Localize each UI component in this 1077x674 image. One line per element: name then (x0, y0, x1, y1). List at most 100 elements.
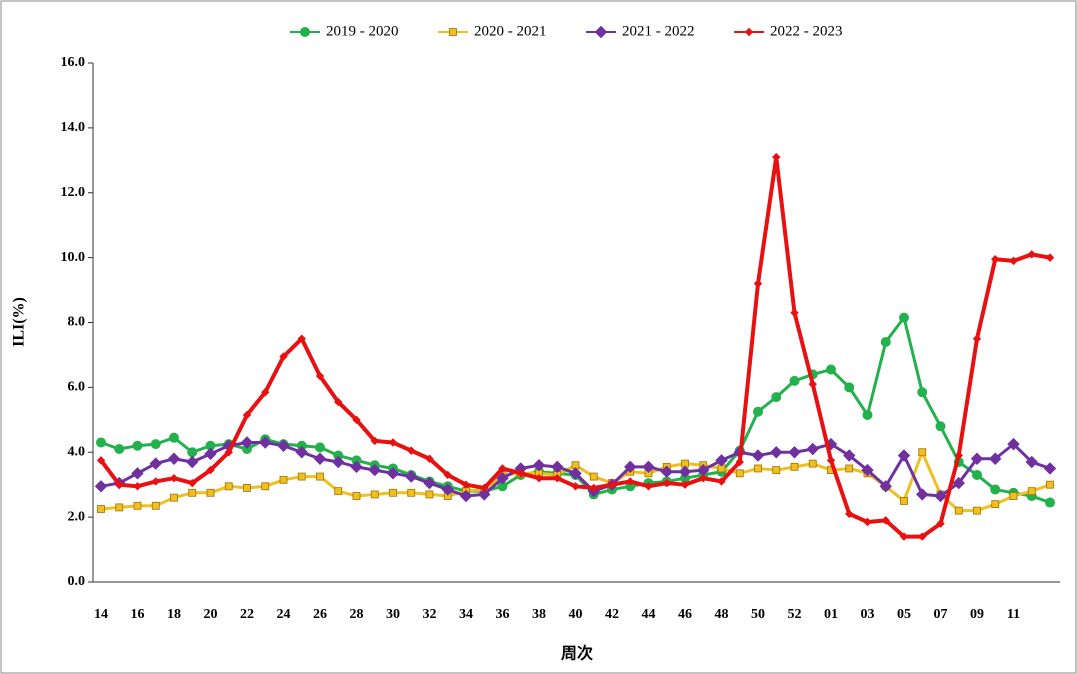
data-point (334, 397, 343, 407)
y-tick-label: 12.0 (61, 185, 86, 200)
data-point (770, 446, 783, 459)
data-point (1046, 480, 1054, 489)
data-point (880, 336, 891, 347)
x-tick-label: 01 (824, 607, 838, 622)
data-point (644, 482, 653, 491)
data-point (277, 439, 290, 452)
data-point (115, 503, 124, 512)
data-point (242, 410, 252, 420)
data-point (899, 312, 909, 323)
data-point (954, 506, 963, 515)
data-point (496, 471, 509, 485)
data-point (187, 447, 198, 458)
data-point (918, 532, 927, 541)
x-tick-label: 28 (350, 607, 364, 622)
data-point (553, 473, 562, 483)
data-point (1045, 253, 1055, 262)
data-point (423, 476, 436, 490)
y-tick-label: 14.0 (61, 120, 86, 135)
x-tick-label: 44 (642, 607, 656, 622)
data-point (735, 469, 744, 478)
x-tick-label: 05 (897, 607, 911, 622)
x-tick-label: 20 (204, 607, 218, 622)
data-point (350, 460, 363, 474)
data-point (1027, 250, 1036, 259)
data-point (407, 446, 416, 455)
x-tick-label: 52 (788, 607, 802, 622)
data-point (261, 482, 270, 491)
data-point (680, 480, 690, 489)
data-point (169, 473, 179, 483)
data-point (224, 482, 233, 491)
data-point (954, 451, 963, 460)
data-point (642, 460, 655, 474)
data-point (206, 488, 215, 497)
data-point (461, 480, 471, 489)
data-point (370, 490, 379, 499)
data-point (1027, 487, 1036, 496)
data-point (1043, 462, 1057, 475)
data-point (845, 464, 854, 473)
x-tick-label: 16 (131, 607, 145, 622)
legend-text: 2019 - 2020 (326, 23, 399, 39)
data-point (660, 465, 673, 478)
data-point (96, 437, 106, 448)
data-point (534, 473, 544, 483)
x-tick-label: 18 (167, 607, 181, 622)
x-axis-title: 周次 (561, 644, 593, 663)
data-point (1009, 492, 1018, 500)
data-point (845, 509, 854, 519)
legend-marker (744, 27, 754, 37)
data-point (94, 480, 108, 493)
x-tick-label: 42 (605, 607, 619, 622)
data-point (96, 456, 106, 465)
data-point (532, 459, 546, 472)
x-tick-label: 03 (861, 607, 875, 622)
data-point (989, 452, 1002, 465)
data-point (1009, 256, 1018, 266)
data-point (751, 449, 765, 462)
data-point (826, 364, 836, 375)
x-tick-label: 50 (751, 607, 765, 622)
legend-marker (300, 27, 310, 37)
data-point (897, 449, 911, 462)
y-tick-label: 6.0 (68, 380, 86, 395)
data-point (206, 465, 215, 475)
data-point (261, 388, 270, 397)
data-point (753, 279, 763, 288)
data-point (991, 500, 1000, 509)
data-point (516, 469, 525, 478)
data-point (388, 438, 398, 447)
x-tick-label: 26 (313, 607, 327, 622)
data-point (861, 463, 874, 477)
x-tick-label: 11 (1007, 607, 1020, 622)
data-point (315, 442, 325, 453)
data-point (170, 493, 178, 502)
x-tick-label: 14 (94, 607, 108, 622)
data-point (806, 442, 819, 456)
data-point (569, 467, 582, 480)
data-point (735, 457, 744, 467)
legend-marker (449, 28, 457, 36)
data-point (788, 446, 801, 459)
data-point (498, 464, 507, 473)
data-point (259, 436, 272, 449)
data-point (115, 480, 124, 489)
x-tick-label: 07 (934, 607, 948, 622)
data-point (389, 488, 397, 497)
data-point (150, 439, 161, 450)
data-point (589, 483, 598, 493)
data-point (240, 436, 254, 449)
data-point (1007, 437, 1020, 451)
data-point (315, 371, 325, 381)
data-point (297, 472, 306, 481)
data-point (295, 446, 308, 459)
y-tick-label: 0.0 (68, 574, 86, 589)
data-point (772, 466, 781, 474)
data-point (243, 484, 251, 492)
data-point (717, 477, 726, 486)
data-point (114, 444, 125, 455)
x-tick-label: 34 (459, 607, 473, 622)
data-point (441, 483, 454, 496)
